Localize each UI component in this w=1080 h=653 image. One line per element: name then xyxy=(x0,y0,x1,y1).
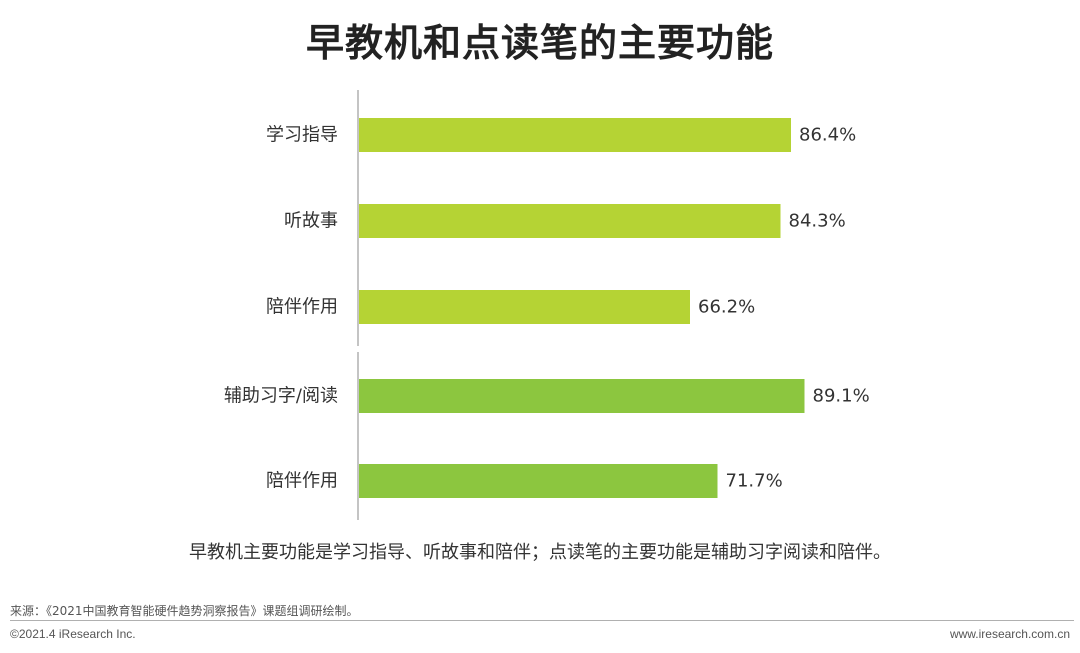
labels-layer: 学习指导 86.4% 听故事 84.3% 陪伴作用 66.2% 辅助习字/阅读 89.1% 陪伴… xyxy=(224,125,870,492)
category-label: 学习指导 xyxy=(266,125,338,146)
value-label: 86.4% xyxy=(799,125,856,146)
source-note: 来源：《2021中国教育智能硬件趋势洞察报告》课题组调研绘制。 xyxy=(10,604,359,618)
category-label: 辅助习字/阅读 xyxy=(224,386,338,407)
bar-chart: 学习指导 86.4% 听故事 84.3% 陪伴作用 66.2% 辅助习字/阅读 89.1% 陪伴… xyxy=(224,90,870,520)
value-label: 84.3% xyxy=(789,211,846,232)
bar xyxy=(359,379,805,413)
category-label: 陪伴作用 xyxy=(266,297,338,318)
value-label: 66.2% xyxy=(698,297,755,318)
bar xyxy=(359,290,690,324)
bar xyxy=(359,464,718,498)
footer-divider xyxy=(10,620,1074,621)
chart-title: 早教机和点读笔的主要功能 xyxy=(305,21,774,65)
bar xyxy=(359,118,791,152)
summary-text: 早教机主要功能是学习指导、听故事和陪伴；点读笔的主要功能是辅助习字阅读和陪伴。 xyxy=(189,542,891,563)
category-label: 听故事 xyxy=(284,211,338,232)
website-link[interactable]: www.iresearch.com.cn xyxy=(949,627,1070,641)
category-label: 陪伴作用 xyxy=(266,471,338,492)
value-label: 71.7% xyxy=(726,471,783,492)
bars-layer xyxy=(357,90,805,520)
value-label: 89.1% xyxy=(813,386,870,407)
bar xyxy=(359,204,781,238)
copyright-text: ©2021.4 iResearch Inc. xyxy=(10,627,136,641)
